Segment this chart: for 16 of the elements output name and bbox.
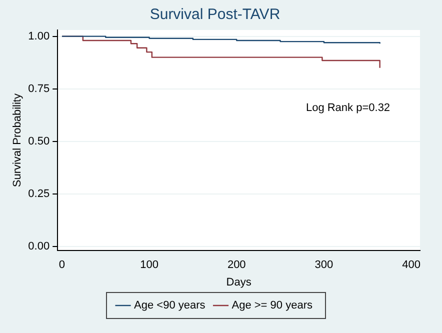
x-tick-label: 0 [58, 259, 66, 272]
legend-label: Age >= 90 years [232, 300, 313, 312]
y-axis-title: Survival Probability [12, 93, 24, 188]
y-tick-label: 0.00 [28, 240, 50, 252]
x-tick-label: 300 [314, 259, 334, 272]
legend-label: Age <90 years [134, 300, 206, 312]
y-tick-label: 0.25 [28, 188, 50, 200]
y-tick-label: 0.50 [28, 135, 50, 148]
x-tick-label: 100 [140, 259, 158, 272]
x-tick-label: 400 [402, 259, 420, 272]
x-tick-label: 200 [227, 259, 246, 272]
y-tick-label: 1.00 [28, 30, 50, 42]
annotation: Log Rank p=0.32 [306, 102, 390, 114]
chart-title: Survival Post-TAVR [150, 6, 280, 24]
x-axis-title: Days [226, 276, 252, 288]
y-tick-label: 0.75 [28, 82, 50, 95]
